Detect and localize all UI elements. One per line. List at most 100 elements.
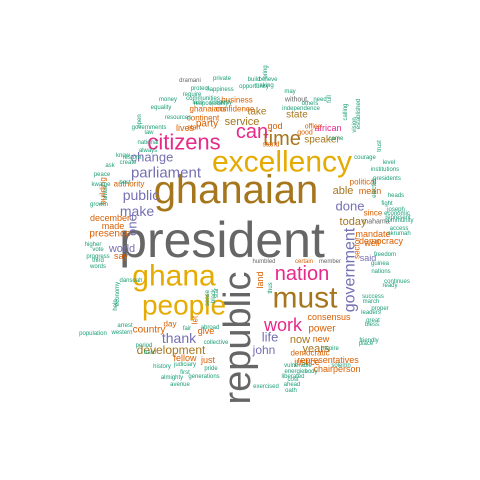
word-western: western (110, 330, 132, 336)
word-joseph: joseph (386, 207, 405, 213)
word-land: land (255, 271, 265, 288)
word-trust: trust (377, 140, 383, 152)
word-democracy: democracy (359, 236, 404, 246)
word-energies: energies (284, 369, 307, 375)
word-thank: thank (162, 330, 197, 346)
word-may: may (284, 89, 295, 95)
word-ghanaians: ghanaians (190, 105, 227, 114)
word-represent: represent (385, 215, 411, 221)
word-place: place (359, 341, 374, 347)
word-period: period (136, 343, 153, 349)
word-say: say (114, 251, 129, 261)
word-political: political (350, 178, 377, 187)
word-communities: communities (186, 96, 220, 102)
word-population: population (79, 331, 107, 337)
word-mahama: mahama (362, 219, 389, 226)
word-believe: believe (258, 77, 278, 83)
word-collective: collective (204, 340, 229, 346)
word-guinea: guinea (371, 261, 390, 267)
word-presence: presence (89, 229, 131, 240)
word-presidents: presidents (373, 176, 401, 182)
word-can: can (236, 121, 268, 143)
word-change: change (131, 150, 174, 165)
word-work: work (263, 315, 303, 335)
word-calling: calling (343, 103, 349, 120)
word-business: business (221, 96, 253, 105)
word-give: give (198, 326, 215, 336)
word-judiciary: judiciary (173, 362, 196, 368)
word-ask: ask (105, 163, 115, 169)
word-exercised: exercised (253, 384, 279, 390)
word-justice: justice (293, 357, 320, 367)
word-certain: certain (295, 259, 313, 265)
word-solemn: solemn (331, 363, 350, 369)
word-always: always (139, 148, 157, 154)
word-consensus: consensus (307, 312, 351, 322)
word-one: one (125, 214, 140, 236)
word-first: first (180, 370, 190, 376)
word-parliament: parliament (131, 165, 202, 182)
word-kwame: kwame (91, 182, 111, 188)
word-government: government (342, 227, 359, 312)
word-since: since (364, 209, 383, 218)
word-economic: economic (384, 211, 410, 217)
word-private: private (213, 76, 232, 82)
word-development: development (137, 343, 206, 357)
word-pride: pride (204, 366, 218, 372)
word-new: new (313, 334, 330, 344)
word-said: said (360, 253, 377, 263)
word-stand: stand (262, 142, 279, 149)
word-december: december (90, 213, 130, 223)
word-national: national (137, 140, 158, 146)
word-property: property (210, 100, 232, 106)
word-ghana: ghana (132, 260, 216, 293)
word-cost: cost (287, 377, 298, 383)
word-start: start (187, 125, 201, 132)
word-lives: lives (176, 123, 195, 133)
word-mean: mean (359, 186, 382, 196)
word-history: history (153, 364, 171, 370)
word-hard: hard (144, 350, 156, 356)
word-help: help (113, 299, 119, 311)
word-without: without (284, 97, 307, 104)
word-fellow: fellow (173, 353, 197, 363)
word-friendly: friendly (359, 338, 378, 344)
word-others: others (302, 101, 319, 107)
word-courage: courage (354, 155, 376, 161)
word-oath: oath (285, 388, 297, 394)
word-established: established (356, 99, 362, 129)
word-institutions: institutions (371, 167, 399, 173)
word-arrest: arrest (117, 323, 133, 329)
word-peace: peace (94, 172, 111, 178)
word-public: public (123, 187, 160, 203)
word-republic: republic (217, 271, 259, 404)
word-access: access (390, 226, 409, 232)
word-power: power (308, 324, 336, 335)
word-equality: equality (151, 105, 172, 111)
word-ready: ready (382, 283, 397, 289)
word-responsibility: responsibility (194, 101, 229, 107)
word-protect: protect (191, 86, 210, 92)
word-governments: governments (132, 125, 167, 131)
word-liberated: liberated (281, 374, 304, 380)
word-came: came (329, 136, 344, 142)
word-opportunity: opportunity (239, 84, 269, 90)
word-today: today (340, 216, 367, 228)
word-vulnerable: vulnerable (284, 363, 312, 369)
word-democratic: democratic (290, 349, 329, 358)
word-proper: proper (371, 306, 388, 312)
word-bless: bless (365, 322, 379, 328)
word-vision: vision (352, 117, 358, 132)
word-ahead: ahead (284, 382, 301, 388)
word-body: body (304, 369, 317, 375)
word-able: able (333, 185, 354, 197)
word-make: make (120, 203, 154, 219)
word-third: third (92, 258, 104, 264)
word-african: african (314, 123, 341, 133)
word-need: need (313, 97, 326, 103)
word-almighty: almighty (161, 375, 183, 381)
word-great: great (366, 318, 380, 324)
word-country: country (133, 325, 166, 336)
word-require: require (183, 92, 202, 98)
word-nkrumah: nkrumah (387, 231, 410, 237)
